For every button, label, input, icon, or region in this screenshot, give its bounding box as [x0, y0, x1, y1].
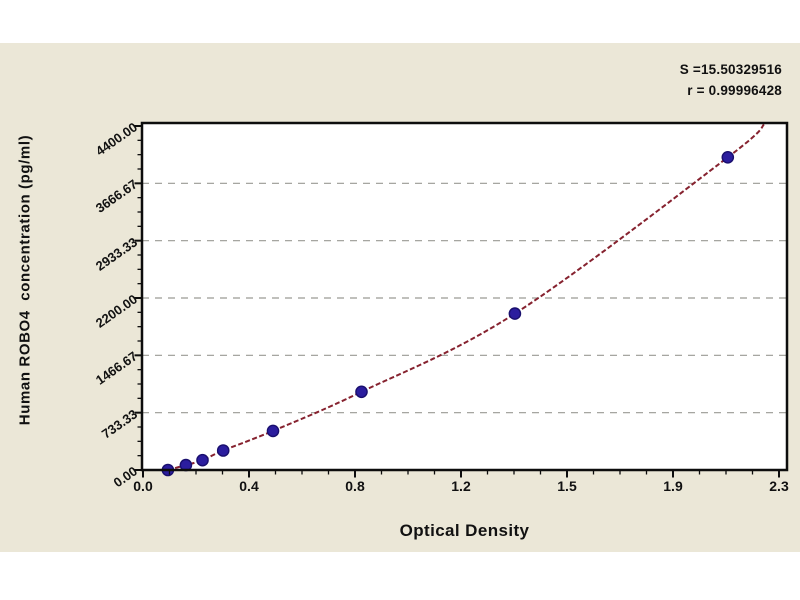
x-tick-label: 0.4 — [239, 478, 259, 494]
x-tick-label: 1.9 — [663, 478, 683, 494]
data-point — [266, 424, 280, 438]
x-axis-title: Optical Density — [399, 521, 530, 540]
fit-annotation: S =15.50329516 r = 0.99996428 — [680, 59, 782, 101]
fit-r-value: r = 0.99996428 — [687, 83, 782, 98]
x-tick-label: 0.8 — [345, 478, 365, 494]
x-tick-label: 1.5 — [557, 478, 577, 494]
data-point — [355, 385, 368, 399]
x-tick-label: 1.2 — [451, 478, 471, 494]
x-tick-label: 2.3 — [769, 478, 789, 494]
data-point — [216, 444, 230, 457]
data-point — [508, 307, 522, 320]
data-point — [196, 453, 209, 467]
fit-s-value: S =15.50329516 — [679, 62, 782, 77]
plot-frame — [140, 121, 789, 472]
plot-background — [142, 123, 787, 470]
x-tick-label: 0.0 — [133, 478, 153, 494]
data-point — [721, 150, 735, 164]
y-axis-title: Human ROBO4 concentration (pg/ml) — [16, 134, 34, 426]
